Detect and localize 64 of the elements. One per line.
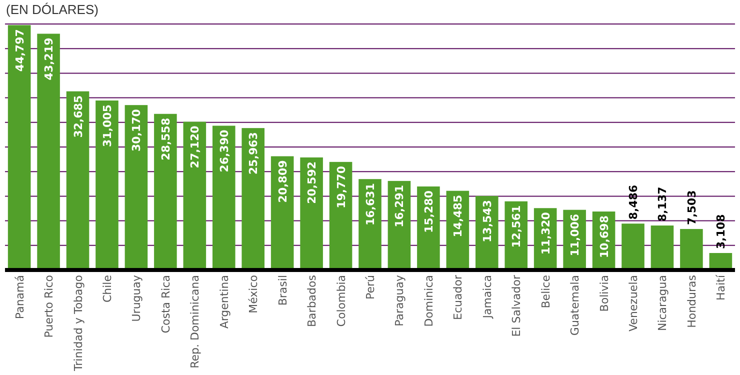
data-label: 19,770 (334, 166, 348, 208)
data-label: 15,280 (422, 190, 436, 233)
x-tick-label: El Salvador (510, 274, 524, 337)
data-label: 43,219 (42, 38, 56, 80)
bar (8, 25, 31, 270)
x-tick-label: Argentina (218, 275, 231, 329)
data-label: 14,485 (452, 194, 465, 238)
data-label: 16,631 (364, 183, 377, 226)
x-tick-label: Honduras (685, 274, 698, 328)
bar (242, 128, 265, 270)
data-label: 11,320 (539, 212, 552, 255)
chart-title: (EN DÓLARES) (6, 2, 98, 17)
data-label: 10,698 (598, 216, 611, 258)
data-label: 7,503 (685, 190, 698, 225)
data-label: 8,486 (627, 184, 640, 220)
data-label: 11,006 (568, 213, 582, 256)
x-tick-label: Chile (100, 274, 114, 303)
bar (650, 226, 674, 270)
x-tick-label: Jamaica (480, 275, 494, 320)
x-tick-label: Colombia (334, 275, 348, 327)
x-tick-label: Barbados (306, 274, 319, 327)
x-tick-label: Brasil (276, 275, 290, 306)
x-tick-label: Costa Rica (159, 275, 172, 334)
bar (124, 105, 148, 270)
data-label: 3,108 (714, 214, 728, 250)
x-tick-label: Panamá (13, 275, 26, 320)
x-tick-label: Nicaragua (656, 275, 670, 332)
bar (622, 224, 644, 270)
data-label: 16,291 (393, 184, 406, 228)
data-label: 12,561 (510, 205, 524, 248)
x-tick-label: México (247, 274, 260, 314)
bar (300, 157, 323, 270)
x-tick-label: Guatemala (568, 275, 582, 336)
x-tick-label: Belice (539, 274, 552, 308)
data-label: 30,170 (130, 108, 144, 152)
bar (212, 126, 236, 270)
x-tick-label: Rep. Dominicana (188, 275, 202, 368)
x-tick-label: Trinidad y Tobago (72, 274, 85, 372)
x-tick-label: Perú (364, 275, 377, 300)
data-label: 44,797 (13, 29, 26, 72)
x-tick-label: Ecuador (452, 274, 465, 320)
bar (680, 228, 703, 270)
x-tick-label: Uruguay (130, 274, 144, 322)
data-label: 28,558 (159, 118, 172, 160)
data-label: 20,809 (276, 160, 290, 203)
data-label: 8,137 (656, 186, 670, 222)
bar (66, 91, 90, 270)
data-label: 26,390 (218, 129, 231, 172)
data-label: 27,120 (188, 125, 202, 168)
x-tick-label: Bolivia (598, 275, 611, 312)
data-label: 20,592 (306, 161, 319, 204)
data-label: 32,685 (72, 95, 85, 138)
bar (37, 34, 60, 270)
data-label: 25,963 (247, 132, 260, 175)
x-tick-label: Dominica (422, 275, 436, 327)
data-label: 13,543 (480, 200, 494, 242)
data-label: 31,005 (100, 104, 114, 147)
bar (154, 114, 177, 270)
x-tick-label: Paraguay (393, 274, 406, 326)
bar (183, 122, 206, 270)
x-tick-label: Haití (714, 274, 728, 300)
x-tick-label: Venezuela (627, 275, 640, 332)
bar (96, 100, 118, 270)
x-tick-label: Puerto Rico (42, 274, 56, 338)
